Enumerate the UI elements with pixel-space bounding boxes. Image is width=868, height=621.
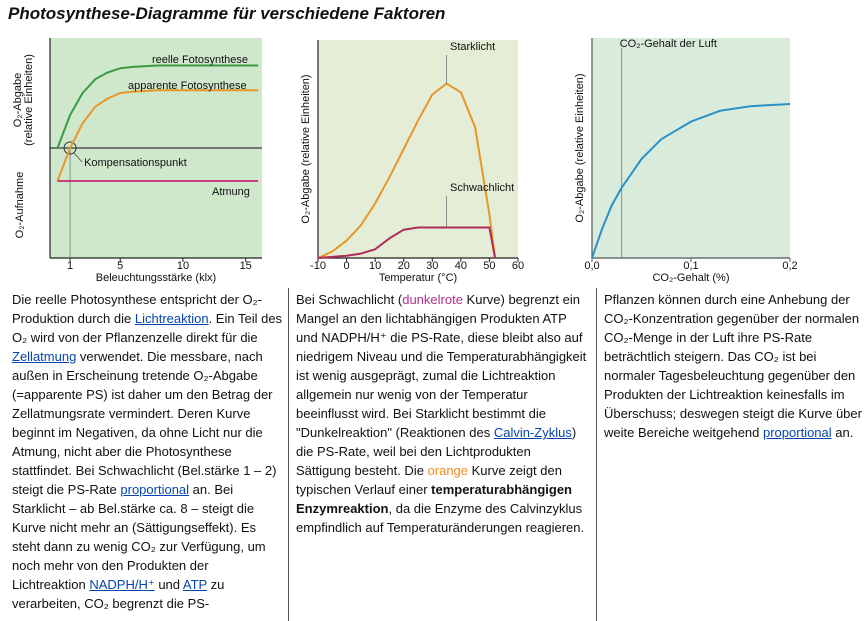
x-tick-label: 10	[177, 260, 189, 272]
text-run: temperaturabhängigen Enzymreaktion	[296, 482, 572, 516]
x-tick-label: 20	[398, 260, 410, 272]
text-run: orange	[427, 463, 469, 478]
text-column: Bei Schwachlicht (dunkelrote Kurve) begr…	[296, 290, 588, 621]
text-run: an.	[831, 425, 854, 440]
x-tick-label: 0	[344, 260, 350, 272]
plot-background	[318, 40, 518, 258]
x-tick-label: 0,1	[683, 260, 698, 272]
series-line	[56, 89, 259, 182]
text-link[interactable]: proportional	[120, 482, 190, 497]
text-run: Kurve zeigt den typischen Verlauf einer	[296, 463, 562, 497]
text-link[interactable]: NADPH/H⁺	[89, 577, 155, 592]
series-line	[317, 226, 497, 259]
text-run: Die reelle Photosynthese entspricht der …	[12, 292, 263, 326]
text-column: Die reelle Photosynthese entspricht der …	[12, 290, 284, 621]
series-line	[317, 82, 497, 259]
text-run: ) die PS-Rate, weil bei den Lichtprodukt…	[296, 425, 577, 478]
y-axis-label: O₂-Abgabe	[12, 73, 24, 127]
x-tick-label: 0,0	[584, 260, 599, 272]
x-tick-label: 40	[455, 260, 467, 272]
series-label: reelle Fotosynthese	[152, 54, 248, 66]
text-link[interactable]: ATP	[182, 577, 207, 592]
x-tick-label: 5	[117, 260, 123, 272]
text-link[interactable]: Zellatmung	[12, 349, 77, 364]
annotation-circle	[63, 141, 77, 155]
x-axis-label: Temperatur (°C)	[379, 272, 457, 284]
annotation-leader	[73, 152, 83, 163]
text-link[interactable]: proportional	[763, 425, 832, 440]
series-label: Schwachlicht	[450, 182, 514, 194]
x-axis-label: Beleuchtungsstärke (klx)	[96, 272, 216, 284]
text-run: Pflanzen können durch eine Anhebung der …	[604, 292, 862, 440]
text-run: Kurve) begrenzt ein Mangel an den lichta…	[296, 292, 587, 440]
y-axis-label-low: O₂-Aufnahme	[14, 172, 26, 239]
column-separator	[596, 288, 597, 621]
x-tick-label: 15	[240, 260, 252, 272]
text-link[interactable]: Calvin-Zyklus	[493, 425, 572, 440]
text-run: verwendet. Die messbare, nach außen in E…	[12, 349, 277, 497]
y-axis-label-note: (relative Einheiten)	[23, 54, 35, 146]
plot-background	[592, 38, 790, 258]
text-run: Bei Schwachlicht (	[296, 292, 403, 307]
x-tick-label: -10	[310, 260, 326, 272]
text-column: Pflanzen können durch eine Anhebung der …	[604, 290, 862, 621]
y-axis-label: O₂-Abgabe (relative Einheiten)	[300, 74, 312, 223]
x-tick-label: 60	[512, 260, 524, 272]
annotation-label: CO₂-Gehalt der Luft	[620, 38, 717, 50]
text-run: an. Bei Starklicht – ab Bel.stärke ca. 8…	[12, 482, 266, 592]
y-axis-label: O₂-Abgabe (relative Einheiten)	[574, 73, 586, 222]
series-label: apparente Fotosynthese	[128, 80, 247, 92]
annotation-label: Kompensationspunkt	[84, 157, 187, 169]
x-tick-label: 30	[426, 260, 438, 272]
series-line	[591, 103, 791, 259]
x-tick-label: 0,2	[782, 260, 797, 272]
page-title: Photosynthese-Diagramme für verschiedene…	[8, 4, 446, 23]
series-label: Atmung	[212, 186, 250, 198]
text-run: zu verarbeiten, CO₂ begrenzt die PS-	[12, 577, 225, 611]
text-run: dunkelrote	[402, 292, 463, 307]
x-tick-label: 50	[483, 260, 495, 272]
text-link[interactable]: Lichtreaktion	[134, 311, 209, 326]
x-axis-label: CO₂-Gehalt (%)	[652, 272, 729, 284]
series-label: Starklicht	[450, 41, 495, 53]
x-tick-label: 10	[369, 260, 381, 272]
text-run: und	[154, 577, 183, 592]
series-line	[56, 64, 259, 149]
text-run: , da die Enzyme des Calvinzyklus empfind…	[296, 501, 585, 535]
text-run: . Ein Teil des O₂ wird von der Pflanzenz…	[12, 311, 283, 345]
column-separator	[288, 288, 289, 621]
x-tick-label: 1	[67, 260, 73, 272]
